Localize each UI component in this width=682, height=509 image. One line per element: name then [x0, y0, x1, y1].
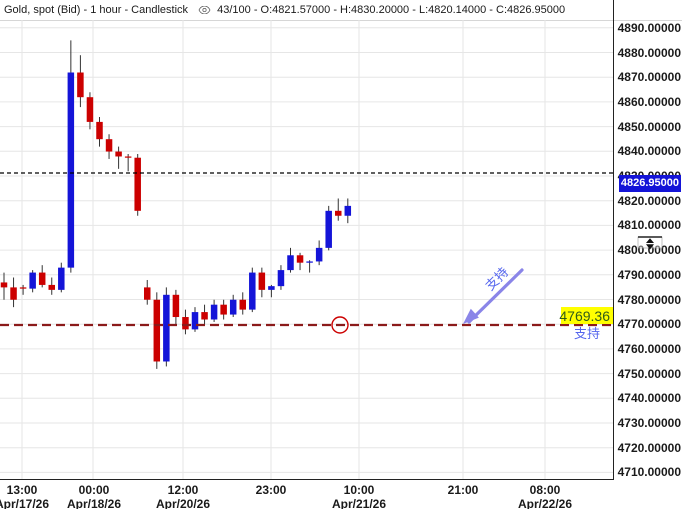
svg-text:4769.36: 4769.36 [559, 308, 610, 324]
svg-text:支持: 支持 [574, 326, 600, 341]
svg-text:支持: 支持 [482, 264, 511, 293]
